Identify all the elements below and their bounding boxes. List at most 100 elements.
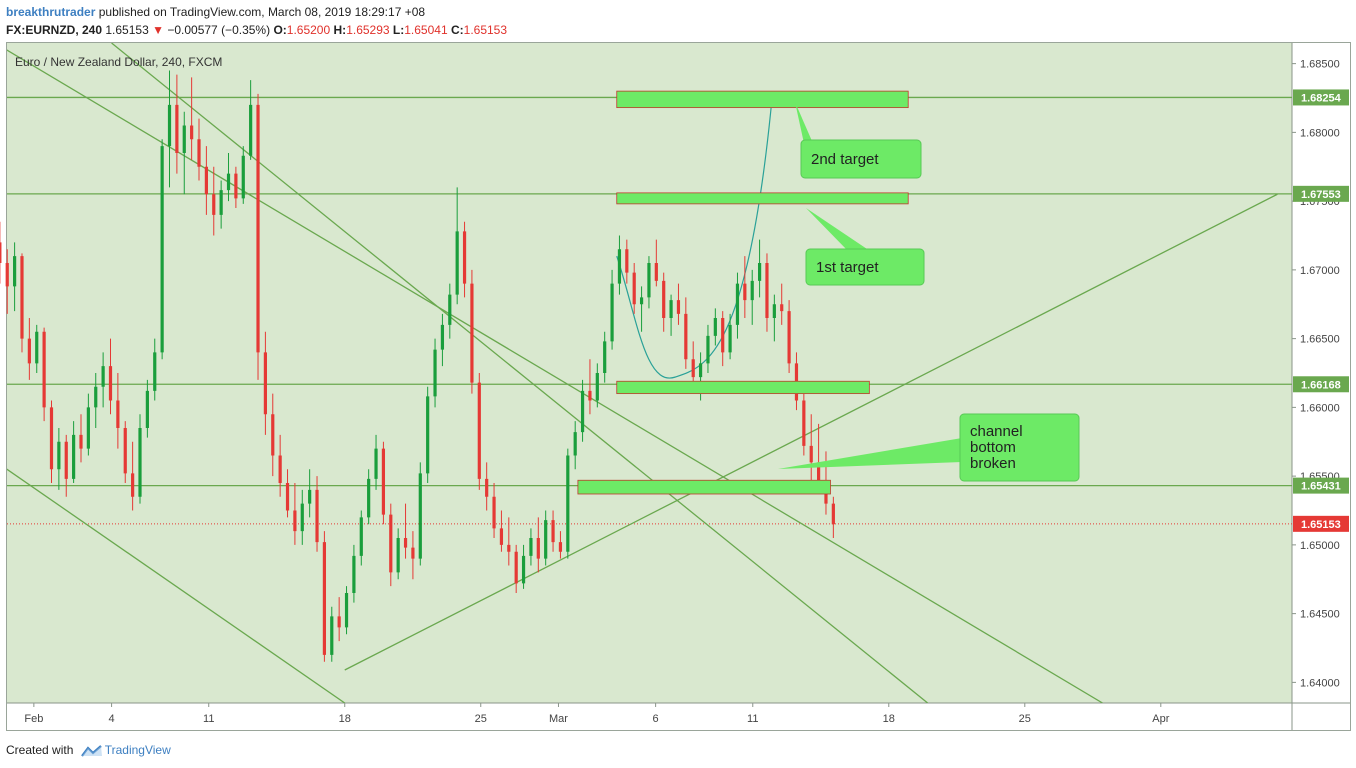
price-badge-4 [1293,515,1349,532]
candle-body-84 [617,249,622,284]
callout-2nd-target-text: 2nd target [811,151,879,168]
candle-body-85 [625,249,629,273]
candle-body-50 [367,478,371,518]
candle-body-94 [691,359,695,378]
candle-body-25 [182,125,186,153]
candle-body-104 [765,263,769,318]
candle-body-34 [249,104,253,156]
published-text: published on TradingView.com, March 08, … [98,5,426,19]
candle-body-20 [145,390,149,428]
candle-body-22 [160,146,164,353]
candle-body-35 [256,104,260,353]
candle-body-61 [448,294,452,325]
candle-body-1 [5,263,9,287]
candle-body-10 [72,434,76,479]
tradingview-logo-icon [80,745,102,757]
candle-body-113 [831,503,835,525]
price-badge-label: 1.65153 [1301,519,1341,531]
x-tick-label: 18 [339,713,351,725]
candle-body-53 [389,514,393,573]
x-tick-label: 25 [1019,713,1031,725]
candle-body-56 [411,547,415,559]
candle-body-98 [721,318,725,353]
x-tick-label: 6 [653,713,659,725]
author-link[interactable]: breakthrutrader [6,5,96,19]
candle-body-6 [42,331,46,408]
candle-body-90 [662,280,666,318]
open-value: 1.65200 [286,23,331,37]
candle-body-59 [433,349,437,397]
time-axis[interactable] [7,703,1292,730]
candle-body-47 [344,593,349,628]
candle-body-71 [521,555,526,584]
price-badge-label: 1.65431 [1301,481,1341,493]
target-zone-3[interactable] [577,479,831,495]
candle-body-87 [639,297,644,305]
x-tick-label: 11 [747,713,758,725]
candle-body-105 [772,304,776,318]
candle-body-110 [809,445,813,463]
low-label: L: [392,23,405,37]
candle-body-76 [558,542,563,552]
price-badge-label: 1.66168 [1301,379,1341,391]
y-tick-label: 1.66000 [1300,402,1340,414]
candle-body-73 [536,538,540,559]
candle-body-16 [116,400,120,428]
candle-body-101 [743,283,747,301]
candle-body-38 [278,455,282,483]
trend-line-0[interactable] [0,43,1103,703]
footer: Created with TradingView [6,743,171,758]
x-tick-label: Feb [24,713,43,725]
target-zone-0[interactable] [616,90,909,109]
candle-body-106 [780,304,784,312]
candle-body-41 [300,503,304,532]
candle-body-5 [35,331,39,364]
y-tick-label: 1.65000 [1300,540,1340,552]
target-zone-1[interactable] [616,192,909,205]
candle-body-17 [123,428,127,474]
chart-frame [6,42,1351,731]
callout-1st-target-text: 1st target [816,259,879,276]
candle-body-21 [153,352,157,391]
candle-body-74 [544,520,548,559]
candle-body-4 [27,338,31,364]
high-value: 1.65293 [346,23,390,37]
candle-body-43 [315,489,319,543]
candle-body-78 [573,432,577,456]
callout-pointer-1st-target [806,208,870,251]
plot-area[interactable] [7,43,1292,703]
candle-body-88 [647,263,651,298]
candle-body-66 [485,478,489,497]
high-label: H: [333,23,347,37]
candle-body-67 [492,496,496,529]
candle-body-70 [514,551,518,584]
target-zone-2[interactable] [616,380,870,395]
candle-body-11 [79,434,83,449]
candle-body-64 [470,283,474,383]
x-tick-label: Mar [549,713,568,725]
candle-body-65 [477,382,481,479]
candle-body-92 [676,300,681,314]
candle-body-18 [131,473,135,497]
candle-body-69 [507,544,511,552]
candle-body-49 [359,517,363,556]
candle-body-33 [241,155,245,199]
x-tick-label: Apr [1152,713,1169,725]
candle-body-45 [330,616,334,655]
candle-body-86 [632,272,636,305]
x-tick-label: 18 [883,713,895,725]
trend-line-1[interactable] [0,461,346,703]
candle-body-46 [337,616,341,628]
callout-channel-bottom-broken [959,413,1080,482]
y-tick-label: 1.64500 [1300,609,1340,621]
close-label: C: [450,23,464,37]
tradingview-link[interactable]: TradingView [104,743,171,757]
candle-body-28 [204,166,208,195]
candle-body-99 [728,324,732,353]
trend-line-2[interactable] [111,43,929,703]
price-axis[interactable] [1292,43,1350,703]
candle-body-31 [226,173,231,191]
candle-body-26 [190,125,194,140]
candle-body-89 [654,263,658,281]
